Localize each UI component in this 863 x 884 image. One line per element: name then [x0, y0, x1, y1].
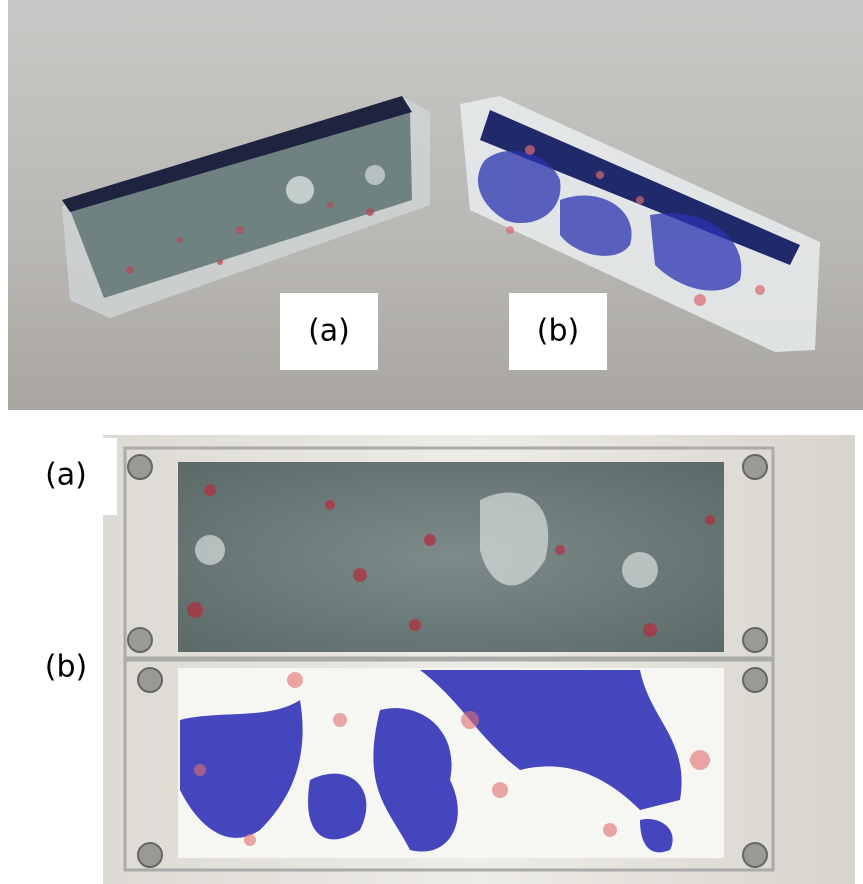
bottom-photo: (a) (b)	[20, 435, 855, 884]
top-photo: (a) (b)	[8, 0, 863, 410]
label-box	[509, 293, 607, 370]
panel-label: (b)	[537, 314, 579, 349]
panel-label: (b)	[45, 650, 87, 685]
label-box	[20, 438, 117, 515]
panel-label: (a)	[45, 458, 87, 493]
panel-label: (a)	[308, 314, 350, 349]
label-box	[280, 293, 378, 370]
label-box	[20, 632, 103, 708]
